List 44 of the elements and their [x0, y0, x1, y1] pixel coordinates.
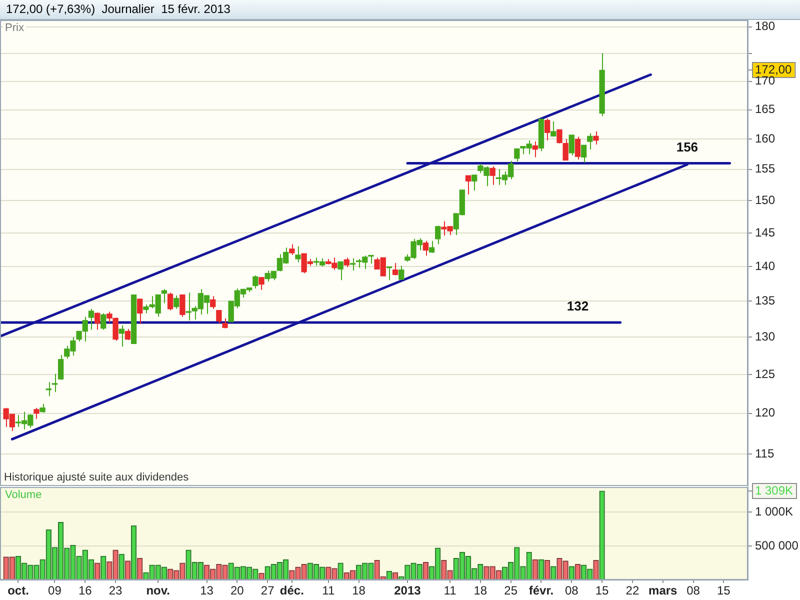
y-tick-label: 155: [755, 162, 776, 176]
y-tick-label: 172,00: [755, 62, 792, 77]
x-tick-label: 18: [474, 584, 488, 598]
annotation: Historique ajusté suite aux dividendes: [4, 472, 190, 484]
x-tick-label: 08: [686, 584, 700, 598]
x-tick-label: 15: [716, 584, 731, 598]
y-tick-label: 145: [755, 225, 776, 240]
x-tick-label: 20: [230, 584, 244, 598]
x-tick-label: nov.: [146, 584, 170, 598]
annotation: 132: [566, 298, 589, 314]
x-tick-label: 13: [200, 584, 214, 598]
y-tick-label: 140: [755, 258, 776, 273]
annotation: 156: [676, 139, 698, 154]
y-tick-label: 160: [755, 131, 776, 146]
x-tick-label: 09: [48, 584, 62, 598]
x-tick-label: mars: [648, 584, 678, 598]
x-tick-label: 15: [595, 584, 610, 598]
y-tick-label: 135: [755, 293, 776, 308]
y-axis-title: Volume: [3, 489, 44, 502]
x-tick-label: oct.: [8, 584, 29, 598]
y-axis-title: Prix: [3, 22, 26, 35]
x-tick-label: 18: [352, 584, 366, 598]
y-tick-label: 130: [755, 329, 776, 344]
x-tick-label: 11: [444, 584, 457, 598]
x-tick-label: 08: [564, 584, 579, 598]
chart-title: 172,00 (+7,63%) Journalier 15 févr. 2013: [0, 0, 800, 20]
y-tick-label: 1 309K: [755, 483, 794, 498]
x-tick-label: déc.: [280, 584, 304, 598]
x-tick-label: 16: [78, 584, 92, 598]
y-tick-label: 1 000K: [755, 504, 794, 518]
x-tick-label: 23: [108, 584, 123, 598]
y-tick-label: 125: [755, 366, 776, 381]
y-tick-label: 180: [755, 19, 776, 34]
x-tick-label: 27: [260, 584, 275, 598]
x-tick-label: 2013: [394, 584, 422, 598]
x-tick-label: 25: [504, 584, 518, 598]
y-tick-label: 500 000: [755, 538, 799, 552]
y-tick-label: 150: [755, 192, 776, 207]
x-tick-label: 11: [322, 584, 335, 598]
y-tick-label: 120: [755, 406, 776, 420]
y-tick-label: 165: [755, 102, 776, 116]
x-tick-label: févr.: [528, 584, 554, 598]
y-tick-label: 115: [755, 446, 774, 460]
x-tick-label: 22: [626, 584, 640, 598]
